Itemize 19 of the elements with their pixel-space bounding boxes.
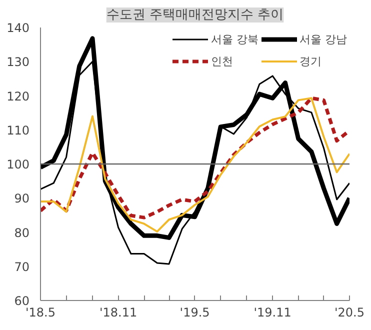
legend-label: 경기 <box>300 54 322 68</box>
y-tick-label: 140 <box>6 21 30 35</box>
chart-title: 수도권 주택매매전망지수 추이 <box>106 8 284 22</box>
y-tick-label: 100 <box>6 158 30 172</box>
legend-label: 서울 강북 <box>211 32 258 46</box>
y-tick-label: 80 <box>14 226 30 240</box>
x-tick-label: '20.5 <box>334 306 365 320</box>
y-tick-label: 60 <box>14 294 30 308</box>
x-tick-label: '18.5 <box>25 306 56 320</box>
x-tick-label: '19.5 <box>180 306 210 320</box>
x-tick-label: '18.11 <box>99 306 138 320</box>
y-tick-label: 120 <box>6 89 30 104</box>
y-tick-label: 130 <box>6 55 30 70</box>
y-tick-label: 110 <box>6 123 30 138</box>
y-tick-label: 70 <box>14 260 30 274</box>
legend-label: 인천 <box>211 54 233 68</box>
legend-label: 서울 강남 <box>300 32 347 46</box>
y-tick-label: 90 <box>14 192 30 206</box>
x-tick-label: '19.11 <box>254 306 292 320</box>
